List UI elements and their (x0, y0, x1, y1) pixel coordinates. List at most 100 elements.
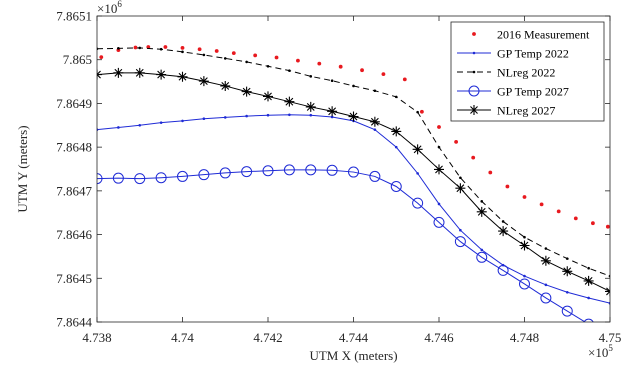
y-tick-label-7: 7.8651 (56, 9, 92, 24)
data-point-4-10 (305, 101, 316, 112)
series-group (97, 45, 610, 322)
y-axis-title: UTM Y (meters) (15, 125, 30, 212)
x-tick-label-5: 4.748 (510, 330, 539, 345)
data-point-3-9 (283, 164, 295, 176)
plot-area (97, 45, 610, 322)
data-point-3-2 (134, 173, 146, 185)
data-point-4-12 (348, 111, 359, 122)
data-point-0-19 (454, 139, 458, 144)
data-point-2-13 (373, 89, 377, 93)
data-point-0-7 (214, 49, 219, 53)
data-point-3-11 (326, 164, 338, 176)
data-point-0-28 (605, 224, 610, 229)
data-point-0-2 (133, 45, 138, 50)
data-point-4-23 (583, 275, 594, 286)
series-line-1 (97, 114, 610, 304)
data-point-3-14 (390, 180, 402, 192)
data-point-0-10 (274, 55, 279, 60)
data-point-2-8 (266, 64, 270, 68)
data-point-0-8 (231, 51, 236, 56)
data-point-1-1 (117, 126, 120, 129)
data-point-2-16 (437, 145, 441, 149)
data-point-0-12 (317, 61, 322, 66)
data-point-0-5 (180, 46, 185, 50)
data-point-3-13 (369, 170, 381, 182)
y-tick-label-2: 7.8646 (56, 227, 92, 242)
data-point-0-21 (488, 170, 493, 175)
data-point-3-8 (262, 165, 274, 177)
x-tick-label-4: 4.746 (424, 330, 454, 345)
data-point-3-1 (112, 172, 124, 184)
x-tick-label-2: 4.742 (253, 330, 282, 345)
series-4 (97, 67, 610, 297)
data-point-3-20 (519, 278, 530, 290)
legend: 2016 Measurement GP Temp 2022 NLreg 2022 GP… (450, 21, 605, 122)
data-point-1-11 (330, 115, 334, 119)
data-point-2-14 (394, 95, 398, 99)
y-multiplier-exp: 6 (117, 0, 122, 9)
data-point-3-18 (476, 251, 488, 263)
data-point-3-6 (219, 167, 231, 179)
legend-item-0: 2016 Measurement (472, 28, 590, 42)
data-point-2-5 (202, 53, 206, 57)
data-point-3-23 (583, 318, 594, 322)
data-point-2-1 (117, 47, 120, 50)
data-point-3-7 (241, 166, 253, 178)
data-point-1-9 (288, 113, 291, 117)
legend-box (450, 21, 605, 122)
data-point-3-4 (177, 170, 188, 182)
data-point-0-0 (99, 55, 104, 59)
data-point-2-4 (181, 50, 184, 54)
data-point-1-21 (544, 283, 548, 287)
x-multiplier: ×105 (588, 343, 613, 360)
data-point-1-23 (587, 296, 590, 300)
data-point-4-15 (412, 144, 423, 155)
data-point-0-11 (296, 58, 300, 63)
data-point-1-13 (373, 128, 377, 131)
data-point-2-22 (565, 257, 569, 260)
legend-marker-0 (472, 32, 476, 36)
legend-label-2: NLreg 2022 (497, 66, 555, 80)
series-line-3 (97, 169, 587, 322)
data-point-3-0 (97, 173, 103, 185)
legend-label-0: 2016 Measurement (497, 28, 590, 42)
series-1 (97, 113, 610, 305)
data-point-4-22 (562, 266, 573, 277)
y-tick-label-0: 7.8644 (56, 315, 92, 330)
data-point-0-9 (253, 53, 258, 58)
legend-item-1: GP Temp 2022 (457, 47, 569, 61)
axes: 4.738 4.74 4.742 4.744 4.746 4.748 4.75 7.8644 7… (15, 0, 621, 363)
data-point-3-10 (305, 164, 317, 176)
data-point-4-1 (113, 67, 124, 78)
data-point-1-16 (437, 202, 441, 206)
data-point-1-18 (480, 248, 484, 252)
y-tick-label-4: 7.8648 (56, 140, 92, 155)
data-point-1-6 (223, 116, 227, 119)
data-point-3-3 (155, 172, 167, 184)
legend-marker-2 (472, 70, 476, 74)
data-point-1-15 (416, 172, 419, 175)
legend-marker-4 (469, 105, 479, 115)
data-point-1-17 (459, 228, 462, 232)
data-point-4-11 (327, 106, 338, 117)
data-point-0-20 (471, 155, 476, 160)
x-tick-label-6: 4.75 (599, 330, 622, 345)
legend-label-1: GP Temp 2022 (497, 47, 569, 61)
data-point-0-18 (437, 125, 441, 129)
data-point-4-3 (156, 69, 167, 80)
y-multiplier-base: ×10 (97, 1, 117, 16)
data-point-1-22 (565, 290, 569, 294)
data-point-2-12 (352, 84, 355, 88)
y-multiplier: ×106 (97, 0, 122, 16)
data-point-0-14 (360, 68, 364, 73)
data-point-2-20 (523, 235, 526, 239)
data-point-3-17 (454, 236, 466, 248)
data-point-2-17 (459, 176, 462, 180)
data-point-2-11 (330, 79, 334, 82)
data-point-4-9 (284, 96, 295, 107)
data-point-0-6 (197, 47, 202, 52)
data-point-1-7 (245, 114, 248, 118)
series-3 (97, 164, 594, 322)
data-point-3-5 (198, 169, 210, 181)
data-point-1-14 (394, 145, 398, 149)
